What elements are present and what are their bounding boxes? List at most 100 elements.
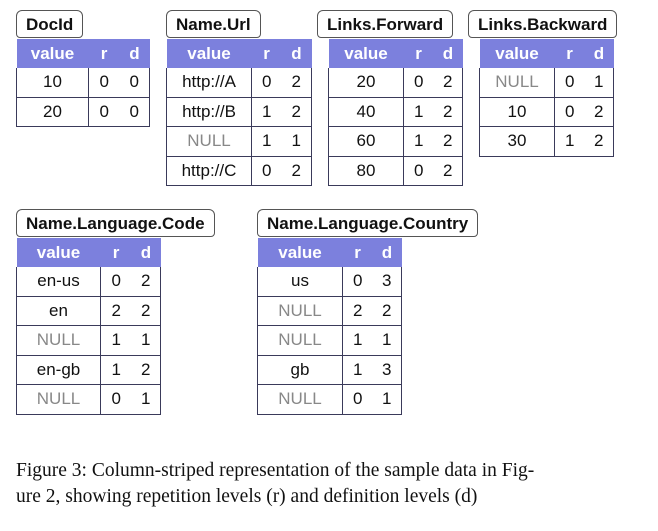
header-value: value: [16, 238, 101, 267]
table-row: 60 1 2: [328, 126, 463, 157]
value-cell: http://A: [166, 68, 252, 98]
r-cell: 1: [251, 126, 282, 157]
r-cell: 1: [403, 97, 434, 127]
value-cell: NULL: [257, 325, 343, 356]
table-row: en-gb 1 2: [16, 355, 161, 385]
header-d: d: [372, 238, 402, 267]
header-d: d: [131, 238, 161, 267]
value-cell: 10: [16, 68, 89, 98]
header-value: value: [16, 39, 89, 68]
table-row: NULL 1 1: [16, 325, 161, 356]
table-row: 20 0 0: [16, 97, 150, 127]
table-row: NULL 0 1: [257, 384, 402, 415]
r-cell: 0: [342, 384, 373, 415]
table-row: 40 1 2: [328, 97, 463, 127]
value-cell: NULL: [166, 126, 252, 157]
value-cell: en-gb: [16, 355, 101, 385]
table-row: en-us 0 2: [16, 267, 161, 297]
r-cell: 0: [100, 384, 132, 415]
d-cell: 1: [584, 68, 614, 98]
d-cell: 2: [281, 97, 312, 127]
r-cell: 0: [342, 267, 373, 297]
value-cell: http://C: [166, 156, 252, 186]
d-cell: 2: [131, 296, 161, 326]
table-row: 10 0 2: [479, 97, 614, 127]
column-table-name-url: value r d http://A 0 2 http://B 1 2 NULL 1 1 http://…: [166, 39, 312, 186]
value-cell: 10: [479, 97, 555, 127]
r-cell: 0: [88, 97, 120, 127]
d-cell: 1: [281, 126, 312, 157]
d-cell: 2: [281, 68, 312, 98]
header-value: value: [328, 39, 404, 68]
column-table-links-forward: value r d 20 0 2 40 1 2 60 1 2 80 0 2: [328, 39, 463, 186]
header-value: value: [166, 39, 252, 68]
header-r: r: [100, 238, 132, 267]
value-cell: 20: [16, 97, 89, 127]
d-cell: 2: [433, 97, 463, 127]
d-cell: 3: [372, 267, 402, 297]
header-row: value r d: [479, 39, 614, 68]
table-row: http://C 0 2: [166, 156, 312, 186]
column-label-docid: DocId: [16, 10, 84, 38]
d-cell: 0: [119, 97, 150, 127]
d-cell: 1: [372, 384, 402, 415]
header-row: value r d: [16, 238, 161, 267]
r-cell: 1: [342, 325, 373, 356]
table-row: en 2 2: [16, 296, 161, 326]
d-cell: 2: [433, 126, 463, 157]
r-cell: 2: [342, 296, 373, 326]
value-cell: NULL: [257, 384, 343, 415]
header-r: r: [251, 39, 282, 68]
column-table-docid: value r d 10 0 0 20 0 0: [16, 39, 150, 127]
column-label-links-forward: Links.Forward: [317, 10, 454, 38]
r-cell: 2: [100, 296, 132, 326]
value-cell: en: [16, 296, 101, 326]
header-r: r: [342, 238, 373, 267]
d-cell: 2: [584, 97, 614, 127]
d-cell: 0: [119, 68, 150, 98]
figure-caption: Figure 3: Column-striped representation …: [16, 458, 656, 510]
table-row: NULL 0 1: [479, 68, 614, 98]
table-row: gb 1 3: [257, 355, 402, 385]
r-cell: 0: [88, 68, 120, 98]
d-cell: 2: [433, 156, 463, 186]
r-cell: 1: [403, 126, 434, 157]
header-r: r: [554, 39, 585, 68]
table-row: NULL 0 1: [16, 384, 161, 415]
value-cell: NULL: [16, 384, 101, 415]
value-cell: 80: [328, 156, 404, 186]
r-cell: 0: [554, 97, 585, 127]
header-r: r: [88, 39, 120, 68]
table-row: 10 0 0: [16, 68, 150, 98]
d-cell: 2: [372, 296, 402, 326]
d-cell: 2: [584, 126, 614, 157]
header-d: d: [433, 39, 463, 68]
table-row: http://A 0 2: [166, 68, 312, 98]
value-cell: NULL: [479, 68, 555, 98]
caption-line-2: ure 2, showing repetition levels (r) and…: [16, 486, 478, 507]
table-row: 80 0 2: [328, 156, 463, 186]
d-cell: 2: [131, 355, 161, 385]
r-cell: 0: [554, 68, 585, 98]
r-cell: 0: [251, 156, 282, 186]
d-cell: 3: [372, 355, 402, 385]
header-row: value r d: [166, 39, 312, 68]
value-cell: 30: [479, 126, 555, 157]
value-cell: NULL: [257, 296, 343, 326]
r-cell: 0: [403, 68, 434, 98]
value-cell: 60: [328, 126, 404, 157]
table-row: us 0 3: [257, 267, 402, 297]
table-row: NULL 2 2: [257, 296, 402, 326]
column-table-name-language-country: value r d us 0 3 NULL 2 2 NULL 1 1 gb 1 3 NULL 0 1: [257, 238, 402, 415]
header-d: d: [281, 39, 312, 68]
r-cell: 1: [251, 97, 282, 127]
column-label-name-language-code: Name.Language.Code: [16, 209, 215, 237]
column-label-links-backward: Links.Backward: [468, 10, 618, 38]
r-cell: 1: [100, 325, 132, 356]
r-cell: 0: [251, 68, 282, 98]
value-cell: http://B: [166, 97, 252, 127]
d-cell: 2: [131, 267, 161, 297]
header-r: r: [403, 39, 434, 68]
value-cell: 40: [328, 97, 404, 127]
column-label-name-language-country: Name.Language.Country: [257, 209, 479, 237]
